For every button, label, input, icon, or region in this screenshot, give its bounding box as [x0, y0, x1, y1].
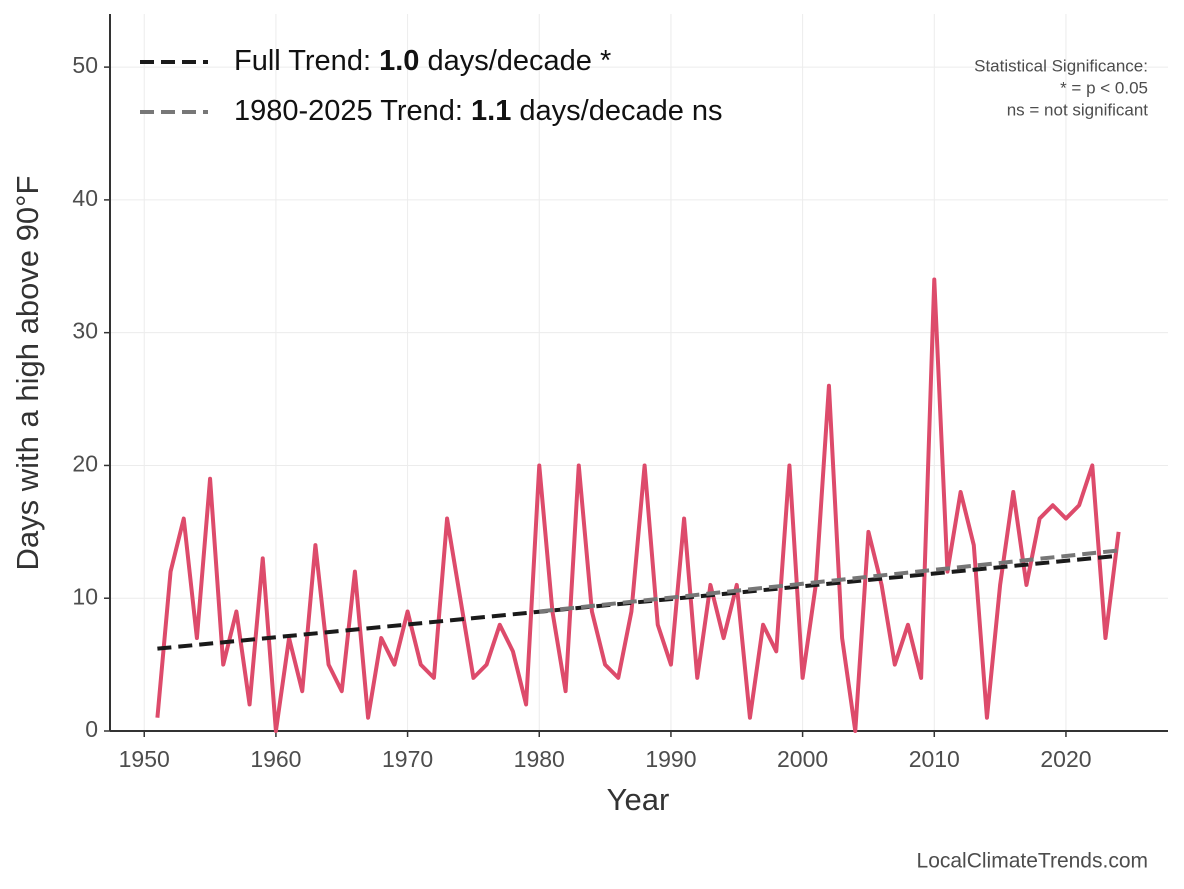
legend-text: 1.1 [471, 95, 511, 127]
x-tick-label: 1960 [250, 746, 301, 772]
y-tick-label: 30 [72, 318, 98, 344]
legend-text: 1.0 [379, 45, 419, 77]
legend-text: 1980-2025 Trend: [234, 95, 471, 127]
y-tick-label: 50 [72, 52, 98, 78]
x-tick-label: 1990 [645, 746, 696, 772]
significance-note: ns = not significant [1007, 100, 1149, 119]
significance-note: * = p < 0.05 [1060, 78, 1148, 97]
x-axis-title: Year [607, 782, 670, 817]
significance-note: Statistical Significance: [974, 56, 1148, 75]
legend-label: Full Trend: 1.0 days/decade * [234, 45, 611, 77]
x-tick-label: 2010 [909, 746, 960, 772]
legend-text: Full Trend: [234, 45, 379, 77]
legend-text: days/decade ns [511, 95, 722, 127]
x-tick-label: 1950 [119, 746, 170, 772]
x-tick-label: 1980 [514, 746, 565, 772]
trend-line [539, 548, 1119, 614]
y-tick-label: 0 [85, 716, 98, 742]
legend-label: 1980-2025 Trend: 1.1 days/decade ns [234, 95, 723, 127]
y-tick-label: 20 [72, 451, 98, 477]
y-axis-title: Days with a high above 90°F [10, 176, 45, 571]
x-tick-label: 2020 [1040, 746, 1091, 772]
trend-line [157, 553, 1119, 651]
x-tick-label: 1970 [382, 746, 433, 772]
y-tick-label: 40 [72, 185, 98, 211]
legend-text: days/decade * [419, 45, 611, 77]
y-tick-label: 10 [72, 583, 98, 609]
data-line [155, 277, 1121, 733]
source: LocalClimateTrends.com [917, 850, 1148, 873]
x-tick-label: 2000 [777, 746, 828, 772]
